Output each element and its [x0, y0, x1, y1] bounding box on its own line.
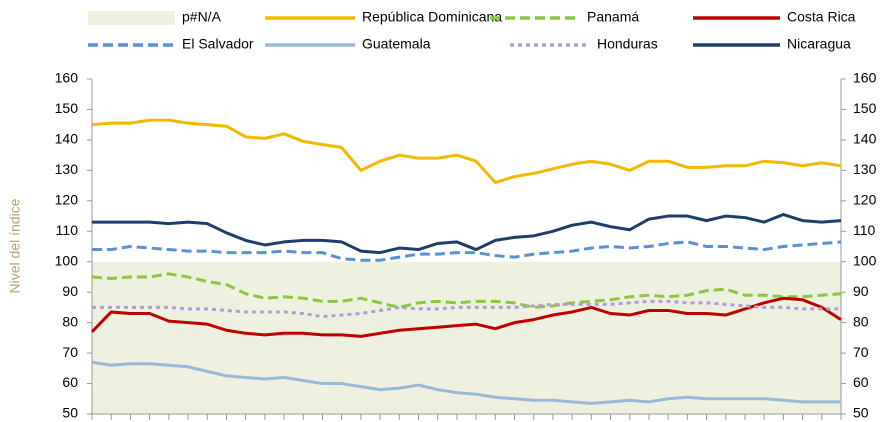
y-tick-label: 90 [62, 283, 78, 299]
legend-label: Costa Rica [787, 9, 856, 25]
line [92, 240, 842, 262]
y2-tick-label: 140 [853, 131, 877, 147]
line [92, 299, 841, 319]
y-axis-title: Nivel del índice [7, 198, 23, 293]
line [90, 296, 842, 338]
y2-tick-label: 50 [853, 405, 869, 421]
legend-label: Nicaragua [787, 36, 851, 52]
y2-tick-label: 100 [853, 252, 877, 268]
y-tick-label: 140 [55, 131, 79, 147]
y-tick-label: 150 [55, 100, 79, 116]
legend-swatch [88, 11, 175, 25]
legend-label: Panamá [587, 9, 639, 25]
legend-label: Guatemala [362, 36, 431, 52]
y2-tick-label: 70 [853, 344, 869, 360]
y-tick-label: 60 [62, 374, 78, 390]
legend-label: Honduras [597, 36, 658, 52]
line [91, 360, 841, 405]
y2-tick-label: 120 [853, 192, 877, 208]
y-tick-label: 120 [55, 192, 79, 208]
area [92, 261, 841, 414]
line [91, 272, 842, 309]
y2-tick-label: 130 [853, 161, 877, 177]
y2-tick-label: 150 [853, 100, 877, 116]
y2-tick-label: 60 [853, 374, 869, 390]
y2-tick-label: 90 [853, 283, 869, 299]
legend-label: República Dominicana [362, 9, 502, 25]
y-tick-label: 130 [55, 161, 79, 177]
y-tick-label: 80 [62, 313, 78, 329]
legend-label: p#N/A [182, 9, 222, 25]
y2-tick-label: 110 [853, 222, 876, 238]
line [92, 213, 842, 255]
y-tick-label: 100 [55, 252, 79, 268]
y2-tick-label: 160 [853, 70, 877, 86]
y-tick-label: 160 [55, 70, 79, 86]
y-tick-label: 70 [62, 344, 78, 360]
legend-label: El Salvador [182, 36, 254, 52]
y-tick-label: 110 [56, 222, 79, 238]
y2-tick-label: 80 [853, 313, 869, 329]
y-tick-label: 50 [62, 405, 78, 421]
line [91, 118, 842, 185]
